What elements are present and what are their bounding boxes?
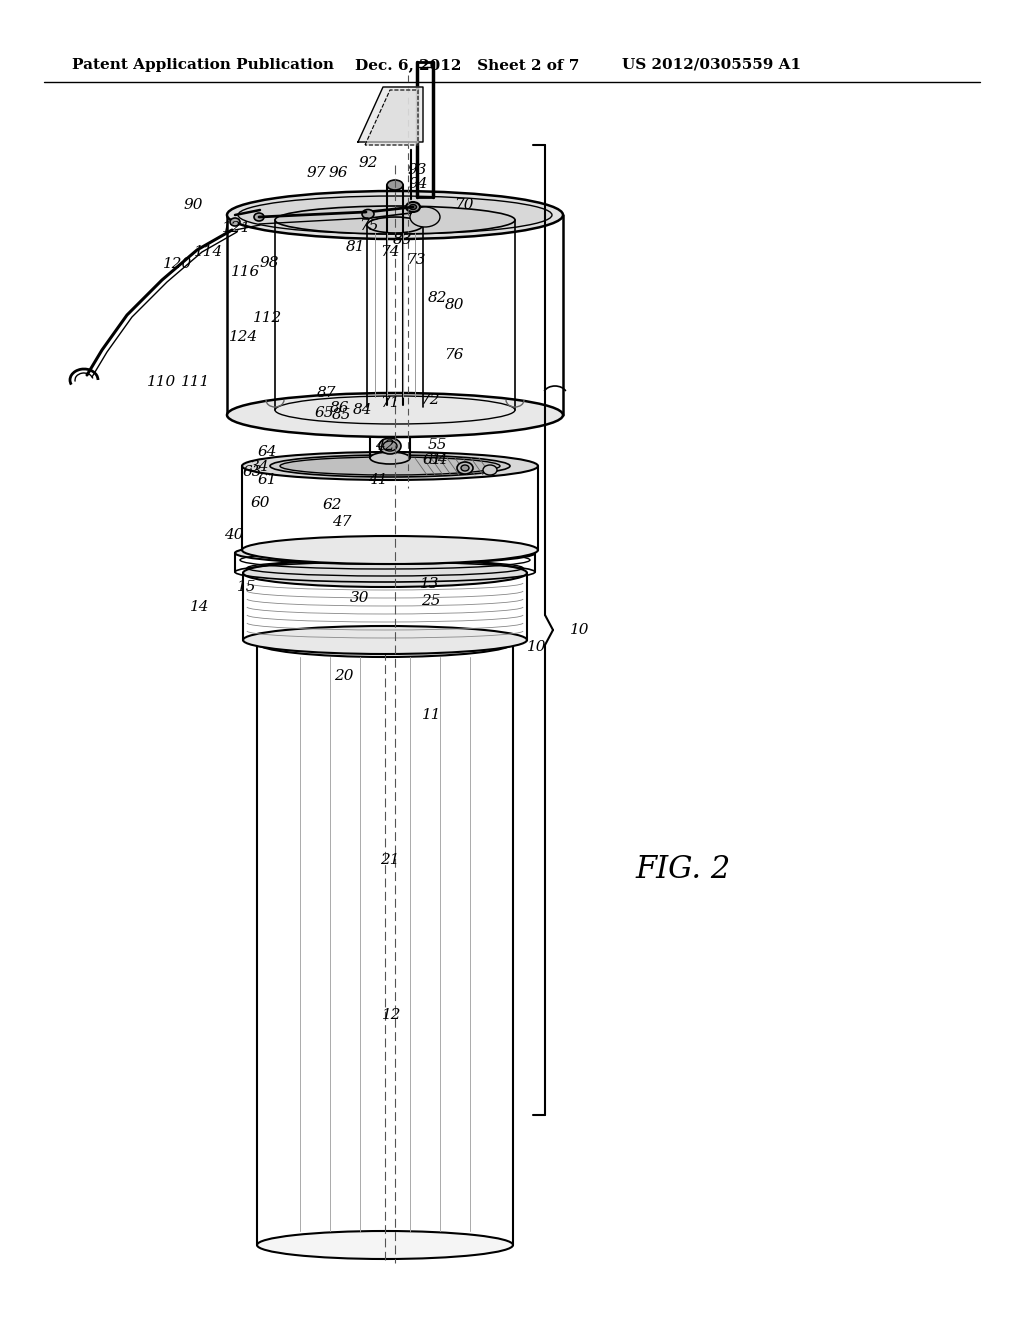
Ellipse shape — [257, 1232, 513, 1259]
Text: FIG. 2: FIG. 2 — [635, 854, 730, 886]
Text: 70: 70 — [455, 198, 474, 213]
Ellipse shape — [483, 465, 497, 475]
Text: 71: 71 — [380, 396, 399, 411]
Ellipse shape — [367, 216, 423, 234]
Text: 93: 93 — [408, 162, 427, 177]
Text: 25: 25 — [421, 594, 440, 609]
Ellipse shape — [275, 206, 515, 234]
Text: 92: 92 — [358, 156, 378, 170]
Text: Dec. 6, 2012   Sheet 2 of 7: Dec. 6, 2012 Sheet 2 of 7 — [355, 58, 580, 73]
Text: 81: 81 — [346, 240, 366, 253]
Text: Patent Application Publication: Patent Application Publication — [72, 58, 334, 73]
Text: 94: 94 — [409, 177, 428, 191]
Text: 124: 124 — [229, 330, 259, 345]
Text: 55: 55 — [427, 438, 446, 451]
Text: 60: 60 — [250, 496, 269, 510]
Text: 84: 84 — [353, 403, 373, 417]
Polygon shape — [365, 90, 418, 145]
Text: 80: 80 — [445, 298, 465, 312]
Text: 20: 20 — [334, 669, 353, 682]
Text: 82: 82 — [428, 290, 447, 305]
Text: 62: 62 — [323, 498, 342, 512]
Text: 96: 96 — [329, 166, 348, 180]
Text: 98: 98 — [259, 256, 279, 271]
Ellipse shape — [457, 462, 473, 474]
Text: 47: 47 — [332, 515, 352, 529]
Text: 90: 90 — [183, 198, 203, 213]
Text: 10: 10 — [570, 623, 590, 638]
Text: 10: 10 — [527, 640, 547, 653]
Text: 54: 54 — [428, 453, 447, 467]
Ellipse shape — [257, 630, 513, 657]
Text: 30: 30 — [350, 591, 370, 605]
Polygon shape — [358, 87, 423, 143]
Ellipse shape — [370, 451, 410, 465]
Text: 73: 73 — [407, 253, 426, 267]
Ellipse shape — [461, 465, 469, 471]
Text: 85: 85 — [332, 408, 352, 422]
Ellipse shape — [227, 393, 563, 437]
Ellipse shape — [227, 191, 563, 239]
Text: 111: 111 — [181, 375, 211, 389]
Ellipse shape — [387, 180, 403, 190]
Text: 34: 34 — [250, 459, 269, 474]
Text: 74: 74 — [380, 246, 399, 259]
Text: 76: 76 — [444, 348, 464, 362]
Ellipse shape — [234, 543, 535, 564]
Text: 13: 13 — [420, 577, 439, 591]
Text: 11: 11 — [422, 708, 441, 722]
Text: 64: 64 — [257, 445, 276, 459]
Text: 86: 86 — [331, 401, 350, 414]
Text: 116: 116 — [231, 265, 261, 279]
Text: 41: 41 — [369, 473, 388, 487]
Text: 112: 112 — [253, 312, 283, 325]
Ellipse shape — [270, 455, 510, 477]
Text: 72: 72 — [420, 393, 439, 407]
Ellipse shape — [410, 207, 440, 227]
Text: 97: 97 — [306, 166, 326, 180]
Ellipse shape — [370, 422, 410, 434]
Ellipse shape — [238, 195, 552, 234]
Text: 61: 61 — [422, 453, 441, 467]
Text: 12: 12 — [382, 1008, 401, 1022]
Ellipse shape — [383, 441, 397, 451]
Text: 121: 121 — [222, 220, 252, 235]
Text: 110: 110 — [147, 375, 176, 389]
Text: 83: 83 — [393, 234, 413, 247]
Text: 87: 87 — [317, 385, 337, 400]
Text: 75: 75 — [359, 219, 379, 234]
Ellipse shape — [242, 536, 538, 564]
Text: 14: 14 — [190, 601, 210, 614]
Ellipse shape — [362, 210, 374, 219]
Ellipse shape — [280, 457, 500, 475]
Ellipse shape — [254, 213, 264, 220]
Ellipse shape — [242, 451, 538, 480]
Text: US 2012/0305559 A1: US 2012/0305559 A1 — [622, 58, 801, 73]
Ellipse shape — [243, 558, 527, 587]
Text: 15: 15 — [238, 579, 257, 594]
Ellipse shape — [410, 205, 417, 210]
Ellipse shape — [230, 218, 240, 226]
Ellipse shape — [243, 626, 527, 653]
Text: 114: 114 — [195, 246, 223, 259]
Ellipse shape — [406, 202, 420, 213]
Text: 63: 63 — [243, 465, 262, 479]
Text: 120: 120 — [164, 257, 193, 271]
Ellipse shape — [379, 438, 401, 454]
Text: 65: 65 — [314, 407, 334, 420]
Text: 21: 21 — [380, 853, 399, 867]
Text: 40: 40 — [224, 528, 244, 543]
Text: 61: 61 — [257, 473, 276, 487]
Text: 42: 42 — [375, 440, 394, 453]
